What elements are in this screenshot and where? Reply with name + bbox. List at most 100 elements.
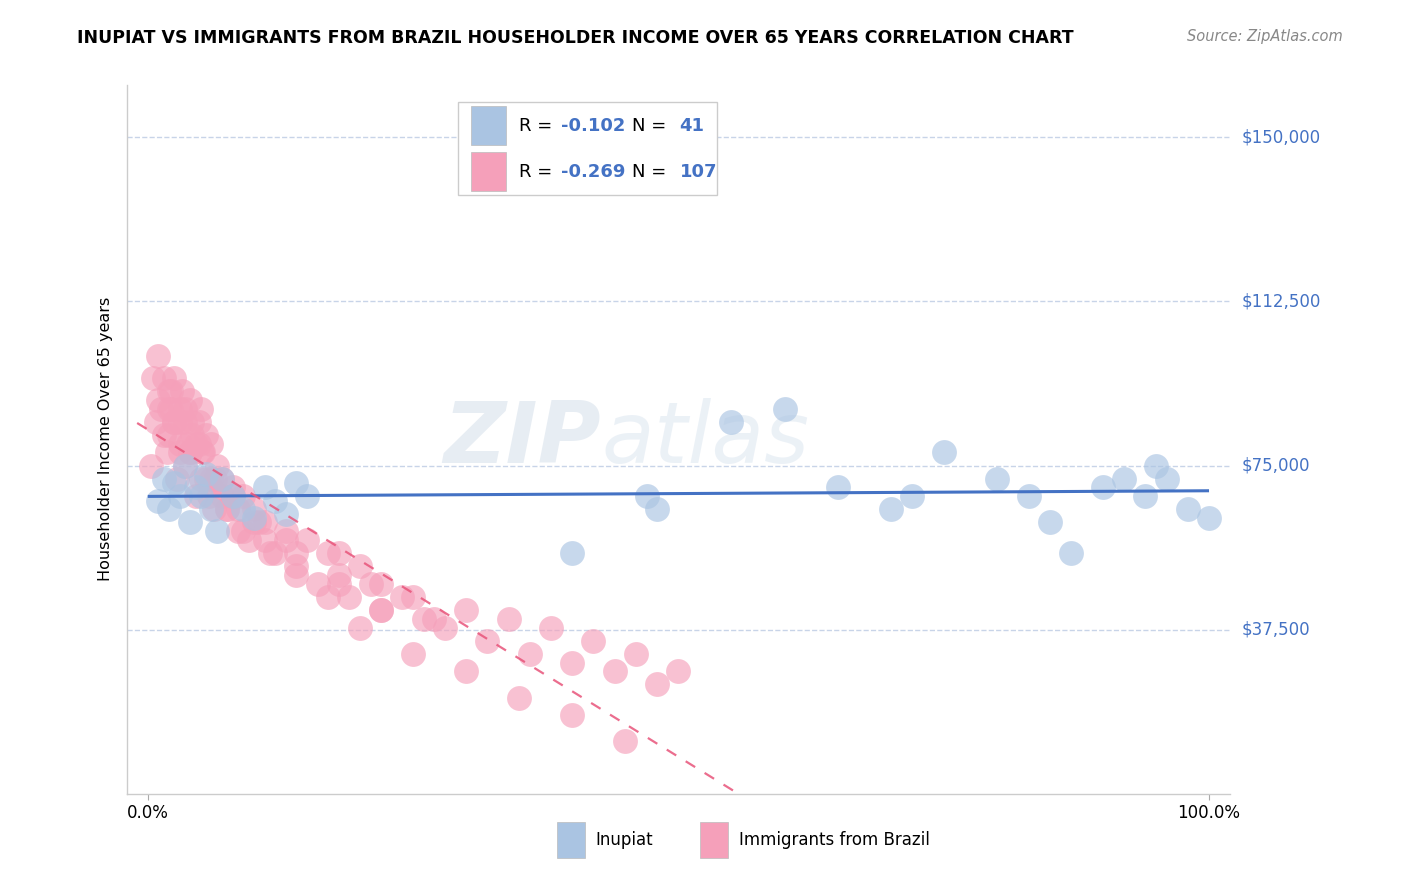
Text: 41: 41 [679, 117, 704, 135]
Point [391, 590, 413, 604]
Point [169, 445, 191, 459]
Point [181, 415, 204, 429]
Point [200, 436, 222, 450]
Point [152, 472, 174, 486]
Y-axis label: Householder Income Over 65 years: Householder Income Over 65 years [98, 297, 114, 582]
Point [160, 401, 183, 416]
Point [402, 590, 425, 604]
Point [264, 546, 287, 560]
Text: Immigrants from Brazil: Immigrants from Brazil [740, 831, 929, 849]
Point [205, 524, 228, 539]
Point [328, 546, 350, 560]
Point [370, 576, 392, 591]
Point [170, 384, 193, 399]
Text: -0.102: -0.102 [561, 117, 626, 135]
Point [163, 371, 186, 385]
Point [370, 603, 392, 617]
Point [221, 489, 243, 503]
Point [645, 502, 668, 516]
Point [211, 489, 233, 503]
Point [285, 568, 308, 582]
Point [169, 415, 191, 429]
Point [285, 476, 308, 491]
Point [349, 621, 371, 635]
Point [156, 445, 179, 459]
Text: N =: N = [633, 162, 672, 180]
Point [184, 480, 207, 494]
Point [253, 533, 276, 547]
Point [773, 401, 796, 416]
Point [827, 480, 849, 494]
Point [561, 656, 583, 670]
Point [253, 516, 276, 530]
Point [1091, 480, 1114, 494]
Point [720, 415, 742, 429]
Point [370, 603, 392, 617]
Text: $75,000: $75,000 [1241, 457, 1310, 475]
Point [226, 502, 249, 516]
Point [152, 371, 174, 385]
Point [232, 489, 254, 503]
Point [1114, 472, 1136, 486]
Point [157, 428, 180, 442]
Point [561, 546, 583, 560]
Point [243, 502, 266, 516]
Point [145, 415, 167, 429]
Point [211, 472, 233, 486]
Point [274, 524, 297, 539]
Text: N =: N = [633, 117, 672, 135]
Point [169, 436, 191, 450]
Point [200, 502, 222, 516]
Point [174, 415, 197, 429]
Text: Inupiat: Inupiat [596, 831, 654, 849]
Point [1198, 511, 1220, 525]
Point [508, 690, 530, 705]
Point [412, 612, 434, 626]
Point [232, 524, 254, 539]
Point [259, 546, 281, 560]
Point [316, 590, 339, 604]
Point [540, 621, 562, 635]
Point [221, 489, 243, 503]
Point [264, 493, 287, 508]
Point [666, 665, 689, 679]
Point [148, 349, 170, 363]
Point [221, 480, 243, 494]
Point [148, 493, 170, 508]
Point [200, 480, 222, 494]
Point [1156, 472, 1178, 486]
Point [932, 445, 955, 459]
Point [211, 472, 233, 486]
Point [402, 647, 425, 661]
Point [157, 401, 180, 416]
Point [645, 677, 668, 691]
Point [339, 590, 361, 604]
Point [1018, 489, 1040, 503]
Point [142, 371, 165, 385]
Text: INUPIAT VS IMMIGRANTS FROM BRAZIL HOUSEHOLDER INCOME OVER 65 YEARS CORRELATION C: INUPIAT VS IMMIGRANTS FROM BRAZIL HOUSEH… [77, 29, 1074, 46]
Point [190, 489, 212, 503]
Point [177, 436, 200, 450]
Point [253, 480, 276, 494]
Point [157, 502, 180, 516]
Point [174, 458, 197, 473]
Point [226, 524, 249, 539]
Text: $112,500: $112,500 [1241, 293, 1320, 310]
Point [295, 533, 318, 547]
Point [328, 568, 350, 582]
Point [205, 458, 228, 473]
Text: -0.269: -0.269 [561, 162, 626, 180]
Point [184, 436, 207, 450]
Point [217, 502, 239, 516]
Point [477, 633, 499, 648]
Point [179, 445, 201, 459]
Point [243, 516, 266, 530]
Point [181, 428, 204, 442]
Point [285, 546, 308, 560]
Point [198, 489, 221, 503]
Point [901, 489, 924, 503]
Point [190, 472, 212, 486]
Point [174, 401, 197, 416]
Point [285, 559, 308, 574]
Point [316, 546, 339, 560]
